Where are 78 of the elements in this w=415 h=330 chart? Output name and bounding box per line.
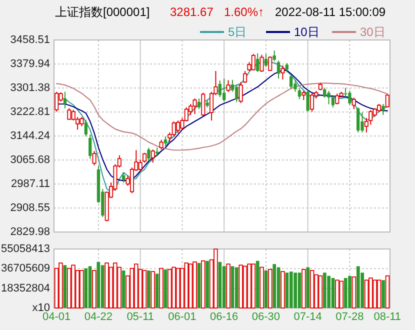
candlestick (218, 80, 222, 98)
bar (289, 272, 293, 308)
candlestick (164, 136, 168, 147)
y-tick-label: 3144.24 (10, 130, 50, 142)
y-tick-label: 2829.98 (10, 226, 50, 238)
x-tick-label: 06-01 (168, 311, 196, 323)
bar (272, 264, 276, 308)
legend-label: 5日 (228, 25, 247, 39)
y-tick-label: 3458.51 (10, 34, 50, 46)
candlestick (235, 84, 238, 103)
y-tick-label: 36705609 (1, 262, 50, 275)
bar (155, 274, 159, 308)
y-tick-label: 3065.68 (10, 154, 50, 166)
y-tick-label: 18352804 (1, 282, 50, 294)
bar (84, 268, 88, 308)
bar (294, 272, 297, 308)
bar (327, 276, 331, 308)
bar (206, 260, 210, 308)
bar (306, 267, 310, 308)
bar (147, 270, 150, 308)
candlestick (122, 172, 126, 184)
bar (356, 266, 360, 308)
candlestick (156, 147, 159, 157)
bar (285, 272, 289, 308)
y-tick-label: 2908.55 (10, 202, 50, 214)
x-tick-label: 06-30 (252, 311, 280, 323)
bar (218, 262, 222, 308)
legend-label: 30日 (360, 25, 386, 39)
x-tick-label: 05-11 (126, 311, 154, 323)
y-tick-label: 3301.38 (10, 82, 50, 94)
bar (234, 267, 238, 308)
candlestick (222, 78, 226, 102)
bar (197, 262, 201, 308)
y-tick-label: x10 (32, 302, 50, 314)
bar (256, 260, 260, 308)
bar (96, 262, 100, 308)
text: 2022-08-11 15:00:09 (275, 5, 386, 19)
x-tick-label: 04-22 (84, 311, 113, 323)
legend-label: 10日 (294, 25, 320, 39)
bar (230, 266, 234, 308)
y-tick-label: 3222.81 (10, 106, 50, 118)
bar (63, 265, 67, 308)
candlestick (382, 104, 385, 116)
x-tick-label: 06-16 (210, 311, 238, 323)
chart-title: 上证指数[000001] (55, 5, 150, 19)
candlestick (360, 112, 364, 133)
bar (222, 266, 226, 308)
bar (88, 266, 92, 308)
candlestick (294, 80, 297, 92)
y-tick-label: 3379.94 (10, 58, 50, 70)
candlestick (88, 134, 92, 160)
candlestick (147, 147, 150, 162)
bar (322, 272, 326, 308)
text: 3281.67 (170, 5, 214, 19)
bar (298, 272, 302, 308)
candlestick (306, 90, 310, 112)
candlestick (331, 96, 335, 108)
candlestick (84, 119, 88, 137)
text: 1.60%↑ (224, 5, 264, 19)
line-series (56, 82, 388, 151)
bar (344, 278, 348, 308)
x-tick-label: 07-14 (294, 311, 322, 323)
y-tick-label: 2987.11 (11, 178, 50, 190)
candlestick (206, 100, 209, 108)
bar (100, 265, 104, 308)
candlestick (63, 91, 67, 109)
bar (348, 276, 352, 308)
candlestick (264, 53, 268, 68)
bar (331, 278, 335, 308)
candlestick (356, 106, 360, 133)
candlestick (276, 60, 280, 80)
bar (382, 280, 385, 308)
x-tick-label: 07-28 (336, 311, 364, 323)
candlestick (323, 87, 326, 98)
x-tick-label: 08-11 (374, 311, 402, 323)
x-tick-label: 04-01 (42, 311, 71, 323)
candlestick (256, 52, 260, 72)
y-tick-label: 55058413 (1, 243, 50, 255)
